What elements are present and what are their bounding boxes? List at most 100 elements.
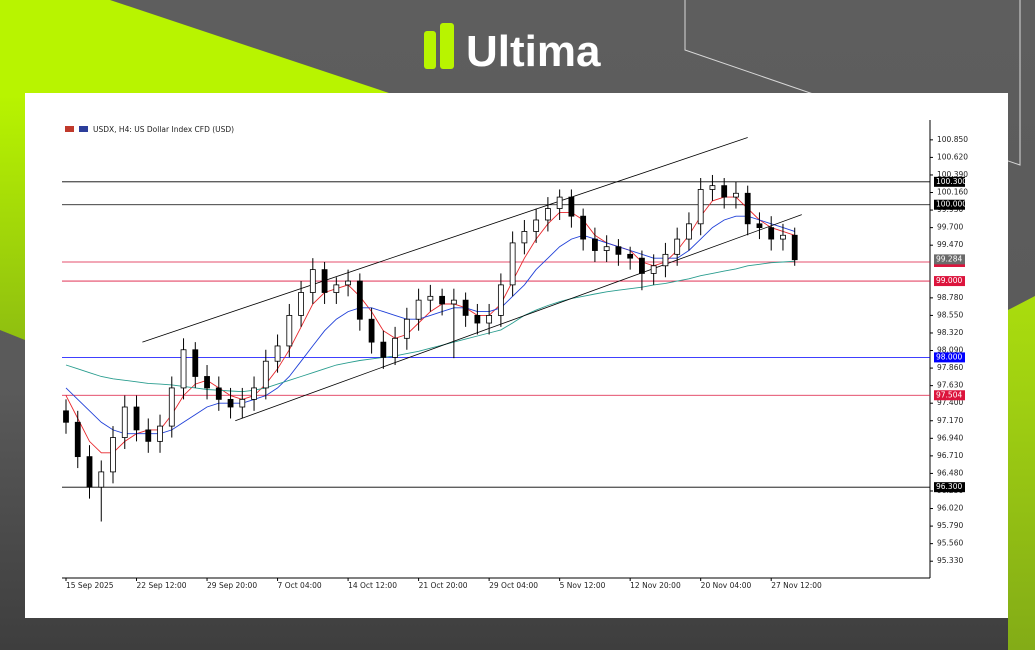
- candle-body: [639, 257, 645, 274]
- y-tick-label: 98.090: [937, 346, 963, 355]
- level-tag: [934, 482, 965, 493]
- candle-body: [533, 219, 540, 232]
- x-tick-label: 27 Nov 12:00: [771, 581, 822, 590]
- y-tick-label: 100.390: [937, 170, 968, 179]
- candle-body: [415, 299, 422, 320]
- accent-shape: [0, 0, 395, 95]
- candle-body: [521, 231, 528, 244]
- last-price-tag: [934, 254, 965, 265]
- candle-body: [98, 471, 105, 488]
- x-tick-label: 22 Sep 12:00: [137, 581, 187, 590]
- candle-body: [239, 398, 246, 408]
- y-tick-label: 99.700: [937, 223, 963, 232]
- level-label: 100.300: [936, 177, 967, 186]
- candle-body: [251, 387, 257, 400]
- chart-panel: [25, 93, 1008, 618]
- candle-body: [780, 234, 786, 240]
- level-label: 96.300: [936, 482, 962, 491]
- candle-body: [615, 246, 622, 255]
- trendline: [235, 214, 802, 422]
- candle-body: [309, 269, 316, 293]
- level-label: 97.504: [936, 390, 962, 399]
- candle-body: [74, 421, 81, 458]
- level-label: 98.000: [936, 352, 962, 361]
- candle-body: [568, 196, 575, 217]
- level-tag: [934, 352, 965, 363]
- candle-body: [791, 234, 798, 261]
- y-tick-label: 97.630: [937, 381, 963, 390]
- x-tick-label: 21 Oct 20:00: [419, 581, 468, 590]
- x-tick-label: 7 Oct 04:00: [278, 581, 322, 590]
- candle-body: [121, 406, 128, 438]
- candle-body: [497, 284, 504, 316]
- candle-body: [662, 253, 669, 267]
- candle-body: [274, 345, 281, 362]
- candle-body: [215, 387, 222, 400]
- candle-body: [321, 269, 328, 293]
- moving-average: [65, 215, 795, 435]
- candle-body: [756, 223, 763, 229]
- symbol-icon: [79, 126, 88, 132]
- candle-body: [192, 349, 199, 377]
- candle-body: [204, 376, 210, 389]
- plot-area: [62, 137, 930, 522]
- y-tick-label: 98.320: [937, 328, 963, 337]
- level-tag: [934, 276, 965, 287]
- candle-body: [439, 295, 446, 305]
- y-tick-label: 96.020: [937, 504, 963, 513]
- candle-body: [403, 318, 410, 339]
- level-label: 100.000: [936, 200, 967, 209]
- candle-body: [368, 318, 375, 343]
- moving-average: [65, 196, 795, 454]
- candle-body: [262, 360, 269, 389]
- y-tick-label: 98.550: [937, 310, 963, 319]
- candle-body: [592, 238, 598, 251]
- x-tick-label: 15 Sep 2025: [66, 581, 114, 590]
- candle-body: [603, 246, 610, 251]
- brand-name: Ultima: [466, 27, 601, 76]
- accent-shape: [0, 95, 25, 340]
- chart-title: USDX, H4: US Dollar Index CFD (USD): [93, 125, 234, 134]
- candle-body: [627, 253, 634, 259]
- x-tick-label: 29 Sep 20:00: [207, 581, 257, 590]
- candle-body: [110, 437, 116, 473]
- y-tick-label: 97.170: [937, 416, 963, 425]
- candle-body: [450, 299, 457, 305]
- x-tick-label: 14 Oct 12:00: [348, 581, 397, 590]
- candle-body: [227, 398, 234, 408]
- x-tick-label: 12 Nov 20:00: [630, 581, 681, 590]
- candle-body: [744, 192, 751, 225]
- candle-body: [474, 315, 481, 324]
- x-tick-label: 5 Nov 12:00: [560, 581, 606, 590]
- candle-body: [674, 238, 681, 255]
- y-tick-label: 96.940: [937, 433, 963, 442]
- candle-body: [486, 315, 493, 324]
- candle-body: [544, 208, 551, 221]
- candle-body: [697, 189, 704, 225]
- candle-body: [462, 299, 469, 316]
- level-tag: [934, 390, 965, 401]
- candle-body: [157, 425, 163, 442]
- y-tick-label: 95.560: [937, 539, 963, 548]
- y-tick-label: 97.860: [937, 363, 963, 372]
- candle-body: [356, 280, 363, 320]
- y-tick-label: 100.620: [937, 152, 968, 161]
- candle-body: [509, 242, 516, 286]
- y-tick-label: 95.330: [937, 556, 963, 565]
- candle-body: [168, 387, 175, 427]
- logo: Ultima: [424, 23, 601, 76]
- candle-body: [721, 185, 728, 198]
- candle-body: [333, 284, 340, 293]
- moving-average: [65, 260, 795, 393]
- x-tick-label: 20 Nov 04:00: [701, 581, 752, 590]
- logo-icon: [424, 31, 436, 69]
- last-price-label: 99.284: [936, 254, 962, 263]
- candle-body: [133, 406, 140, 431]
- candle-body: [180, 349, 187, 389]
- candle-body: [86, 456, 93, 488]
- candle-body: [427, 295, 434, 301]
- candle-body: [392, 337, 398, 358]
- candle-body: [650, 265, 657, 274]
- y-tick-label: 100.850: [937, 135, 968, 144]
- candle-body: [768, 227, 775, 240]
